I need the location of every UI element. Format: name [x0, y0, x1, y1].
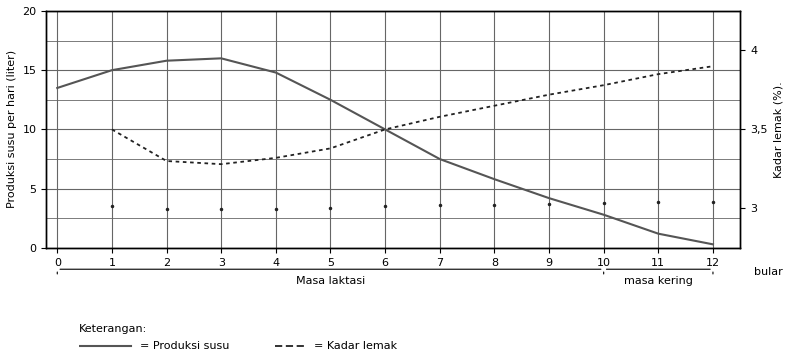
Text: Keterangan:: Keterangan:	[79, 324, 147, 334]
Text: = Kadar lemak: = Kadar lemak	[314, 341, 397, 351]
Text: masa kering: masa kering	[624, 276, 693, 286]
Y-axis label: Produksi susu per hari (liter): Produksi susu per hari (liter)	[7, 50, 17, 209]
Text: = Produksi susu: = Produksi susu	[140, 341, 229, 351]
Text: Masa laktasi: Masa laktasi	[295, 276, 365, 286]
Text: bular: bular	[754, 267, 783, 277]
Y-axis label: Kadar lemak (%).: Kadar lemak (%).	[773, 81, 783, 178]
